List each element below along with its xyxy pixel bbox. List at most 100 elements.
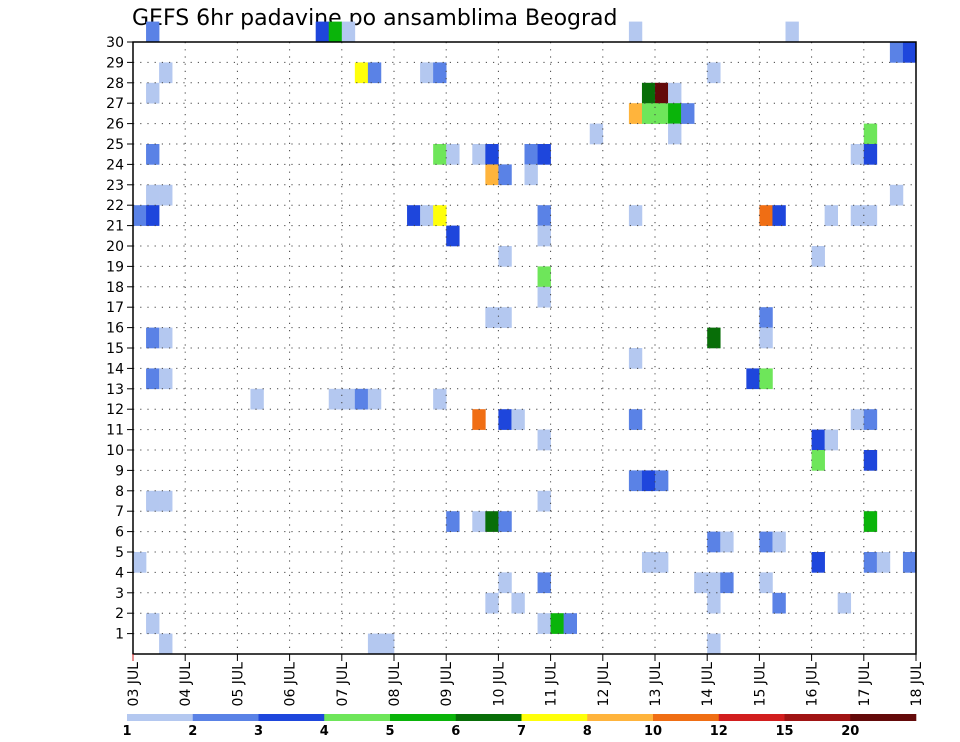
precip-cell bbox=[328, 21, 343, 43]
y-tick-label: 23 bbox=[106, 178, 124, 194]
precip-cell bbox=[772, 531, 786, 553]
precip-cell bbox=[433, 205, 447, 226]
precip-cell bbox=[367, 388, 382, 410]
precip-cell bbox=[641, 82, 656, 104]
colorbar-label: 8 bbox=[583, 724, 592, 739]
precip-cell bbox=[537, 613, 551, 634]
precip-cell bbox=[537, 286, 551, 308]
x-tick-label: 16 JUL bbox=[805, 662, 821, 707]
precip-cell bbox=[811, 246, 825, 267]
colorbar-label: 20 bbox=[841, 724, 859, 739]
precip-cell bbox=[824, 205, 838, 226]
precip-cell bbox=[511, 409, 525, 430]
precip-cell bbox=[524, 164, 538, 186]
precip-cell bbox=[485, 511, 499, 532]
y-tick-label: 8 bbox=[115, 484, 124, 500]
y-tick-label: 27 bbox=[106, 96, 124, 112]
y-tick-label: 9 bbox=[115, 463, 124, 479]
precip-cell bbox=[485, 144, 499, 165]
precip-cell bbox=[863, 144, 878, 165]
plot-frame bbox=[132, 41, 917, 655]
precip-cell bbox=[159, 633, 173, 655]
colorbar-swatch bbox=[127, 714, 194, 721]
precip-cell bbox=[759, 327, 773, 349]
colorbar-label: 6 bbox=[451, 724, 460, 739]
colorbar-swatch bbox=[653, 714, 720, 721]
precip-cell bbox=[159, 368, 173, 390]
precip-cell bbox=[250, 388, 264, 410]
precip-cell bbox=[720, 531, 734, 553]
cells-layer bbox=[133, 21, 917, 655]
precip-cell bbox=[133, 205, 147, 226]
precip-cell bbox=[863, 409, 878, 430]
colorbar-label: 5 bbox=[385, 724, 394, 739]
precip-cell bbox=[850, 409, 865, 430]
precip-cell bbox=[367, 62, 382, 84]
precip-cell bbox=[811, 429, 825, 451]
precip-cell bbox=[641, 552, 656, 573]
precip-cell bbox=[146, 144, 160, 165]
precip-cell bbox=[641, 470, 656, 492]
precip-cell bbox=[446, 225, 460, 247]
precip-cell bbox=[472, 511, 486, 532]
precip-cell bbox=[863, 552, 878, 573]
precip-cell bbox=[668, 103, 682, 124]
precip-cell bbox=[707, 62, 721, 84]
chart-title: GEFS 6hr padavine po ansamblima Beograd bbox=[132, 6, 618, 31]
precip-cell bbox=[433, 62, 447, 84]
grid-layer bbox=[133, 42, 916, 654]
precip-cell bbox=[146, 368, 160, 390]
precip-cell bbox=[341, 388, 356, 410]
colorbar-swatch bbox=[455, 714, 522, 721]
precip-cell bbox=[159, 327, 173, 349]
x-tick-label: 11 JUL bbox=[544, 662, 560, 707]
y-tick-label: 18 bbox=[106, 280, 124, 296]
precip-cell bbox=[550, 613, 564, 634]
colorbar-label: 2 bbox=[188, 724, 197, 739]
x-tick-label: 05 JUL bbox=[230, 662, 246, 707]
precip-cell bbox=[433, 144, 447, 165]
precip-cell bbox=[341, 21, 356, 43]
y-tick-label: 2 bbox=[115, 606, 124, 622]
y-tick-label: 6 bbox=[115, 525, 124, 541]
precip-cell bbox=[537, 205, 551, 226]
precip-cell bbox=[407, 205, 421, 226]
y-tick-label: 17 bbox=[106, 300, 124, 316]
colorbar-label: 15 bbox=[775, 724, 793, 739]
precip-cell bbox=[446, 511, 460, 532]
precip-cell bbox=[146, 21, 160, 43]
x-tick-label: 13 JUL bbox=[648, 662, 664, 707]
colorbar-label: 12 bbox=[710, 724, 728, 739]
precip-cell bbox=[850, 205, 865, 226]
x-tick-label: 14 JUL bbox=[700, 662, 716, 707]
precip-cell bbox=[524, 144, 538, 165]
precip-cell bbox=[811, 450, 825, 471]
precip-cell bbox=[707, 531, 721, 553]
precip-cell bbox=[876, 552, 891, 573]
precip-cell bbox=[720, 572, 734, 594]
precip-cell bbox=[628, 348, 643, 369]
precip-cell bbox=[537, 429, 551, 451]
colorbar-label: 10 bbox=[644, 724, 662, 739]
precip-cell bbox=[159, 184, 173, 206]
x-tick-label: 17 JUL bbox=[857, 662, 873, 707]
precip-cell bbox=[785, 21, 799, 43]
precip-cell bbox=[133, 552, 147, 573]
x-tick-label: 10 JUL bbox=[491, 662, 507, 707]
y-tick-label: 1 bbox=[115, 627, 124, 643]
precip-cell bbox=[537, 572, 551, 594]
precip-cell bbox=[159, 62, 173, 84]
precip-cell bbox=[498, 164, 512, 186]
y-tick-label: 16 bbox=[106, 321, 124, 337]
x-axis-labels: 03 JUL 04 JUL 05 JUL 06 JUL 07 JUL 08 JUL 09 J… bbox=[126, 662, 925, 707]
colorbar-label: 3 bbox=[254, 724, 263, 739]
precip-cell bbox=[850, 144, 865, 165]
y-tick-label: 29 bbox=[106, 55, 124, 71]
ticks-layer bbox=[127, 41, 917, 661]
colorbar-swatch bbox=[718, 714, 785, 721]
precip-cell bbox=[902, 552, 917, 573]
y-tick-label: 13 bbox=[106, 382, 124, 398]
precip-cell bbox=[537, 144, 551, 165]
precip-cell bbox=[420, 205, 434, 226]
